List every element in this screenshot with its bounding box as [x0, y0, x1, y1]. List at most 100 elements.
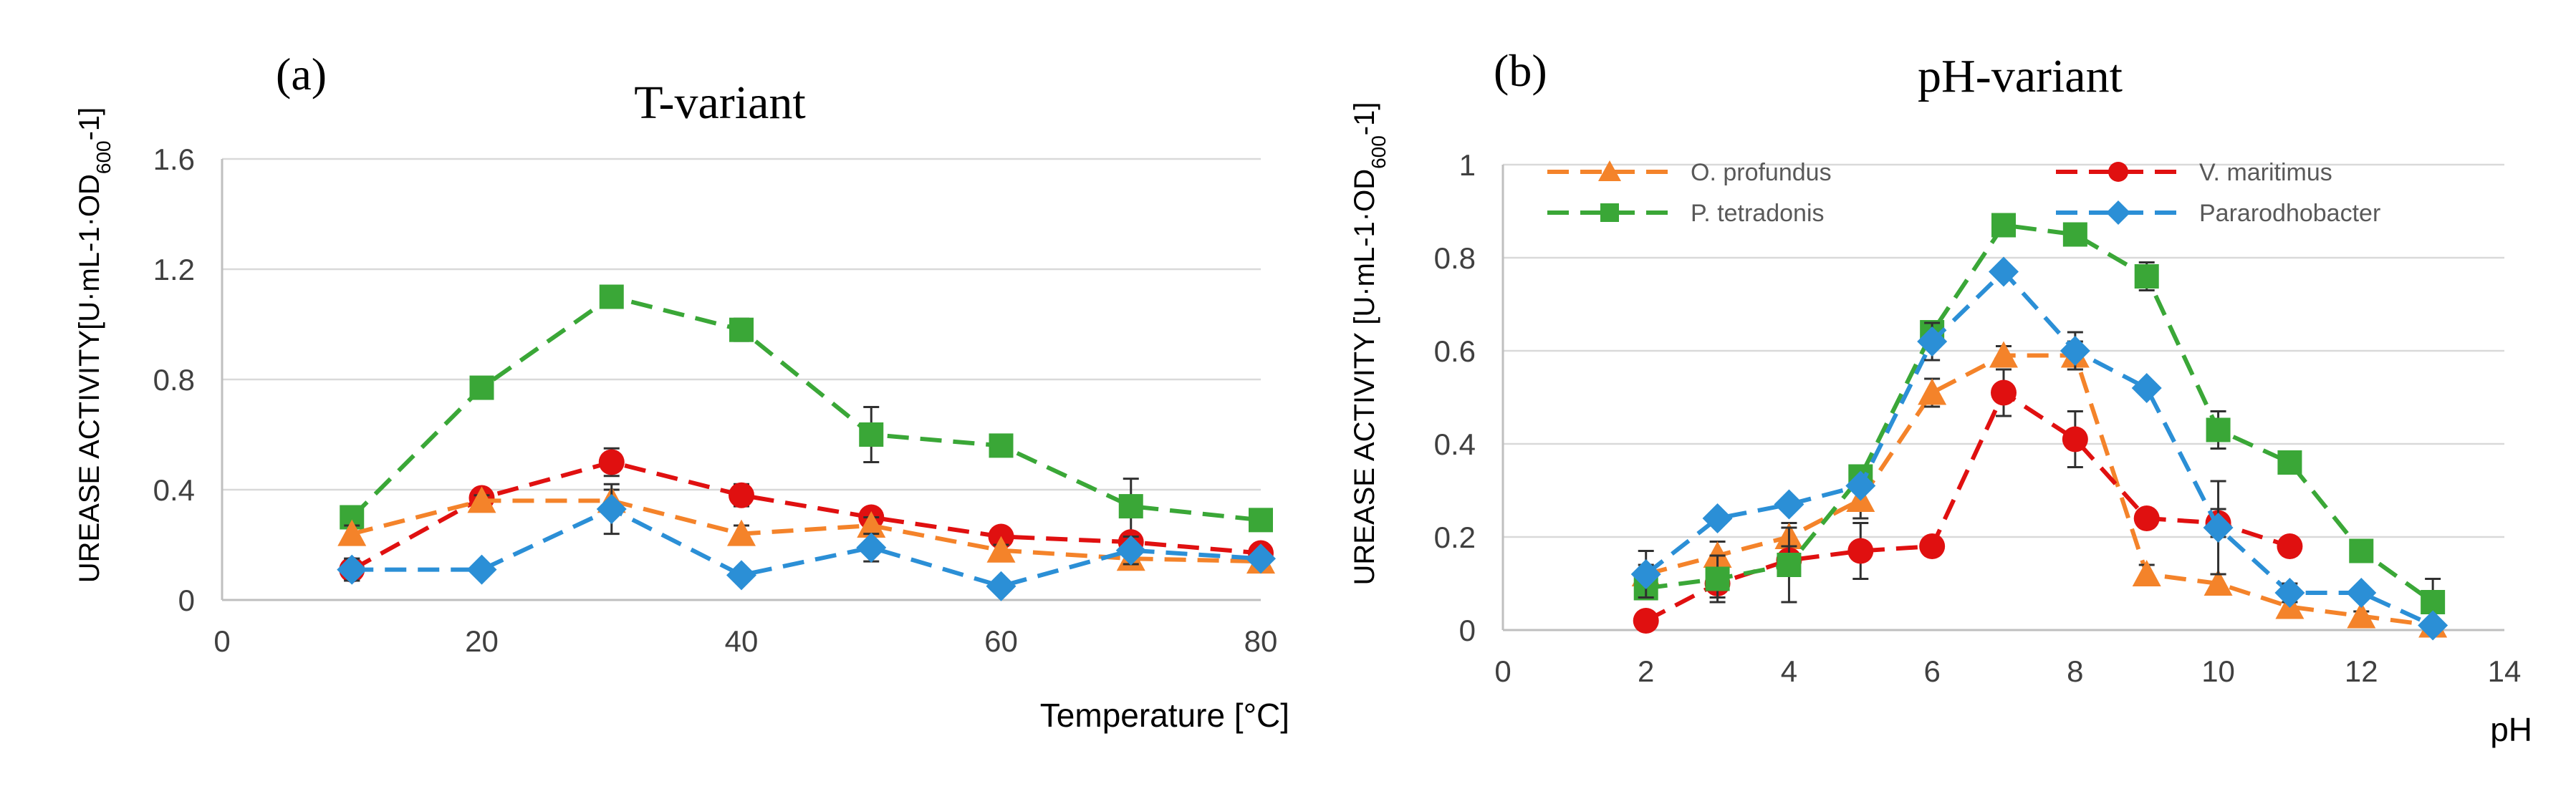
- series-pararodhobacter: [337, 483, 1276, 601]
- y-axis-label-b-sub: 600: [1368, 135, 1390, 169]
- data-point-square: [2349, 538, 2374, 563]
- x-tick-label: 40: [725, 624, 759, 658]
- data-point-circle: [598, 449, 625, 475]
- legend-item-pararodhobacter: Pararodhobacter: [2056, 200, 2380, 227]
- data-point-square: [599, 284, 624, 309]
- data-point-circle: [2062, 426, 2088, 452]
- data-point-square: [1118, 494, 1143, 519]
- legend-label: V. maritimus: [2199, 159, 2332, 186]
- series-v-maritimus: [1633, 368, 2303, 634]
- data-point-diamond: [1630, 559, 1661, 589]
- legend-item-o-profundus: O. profundus: [1547, 159, 1832, 186]
- x-tick-label: 0: [1494, 654, 1511, 688]
- data-point-circle: [729, 482, 754, 508]
- series-line: [1645, 353, 2433, 628]
- chart-title-a: T-variant: [634, 77, 805, 129]
- data-point-triangle: [1918, 378, 1947, 405]
- data-point-circle: [1919, 533, 1946, 559]
- legend-label: O. profundus: [1691, 159, 1832, 186]
- y-tick-label: 1.2: [153, 253, 195, 286]
- data-point-square: [2421, 590, 2446, 614]
- data-point-triangle: [2347, 601, 2376, 629]
- y-axis-label-b: UREASE ACTIVITY [U·mL-1·OD600-1]: [1349, 102, 1390, 586]
- data-point-triangle: [857, 511, 886, 538]
- data-point-square: [729, 317, 754, 342]
- y-axis-label-b-main: UREASE ACTIVITY [U·mL-1·OD: [1349, 169, 1380, 586]
- series-line: [352, 506, 1261, 589]
- data-point-square: [989, 433, 1014, 458]
- data-point-diamond: [2060, 336, 2090, 366]
- data-point-triangle: [1989, 341, 2018, 368]
- series-group-b: [1630, 213, 2448, 641]
- data-point-square: [1991, 213, 2016, 238]
- y-tick-labels-a: 0 0.4 0.8 1.2 1.6: [153, 142, 195, 617]
- series-p-tetradonis: [1633, 213, 2446, 626]
- data-point-diamond: [1115, 535, 1146, 566]
- y-tick-label: 0.8: [153, 363, 195, 397]
- data-point-square: [469, 375, 494, 400]
- series-line: [1644, 269, 2434, 628]
- data-point-diamond: [2106, 200, 2130, 225]
- legend-item-v-maritimus: V. maritimus: [2056, 159, 2332, 186]
- data-point-diamond: [1845, 470, 1876, 501]
- panel-temperature: (a) T-variant 0 0.4 0.8 1.2 1.6 0 20 40 60 80 Te…: [74, 49, 1289, 734]
- data-point-diamond: [2131, 373, 2162, 403]
- legend-b: O. profundus V. maritimus P. tetradonis Par…: [1547, 159, 2380, 227]
- data-point-circle: [1847, 538, 1874, 564]
- data-point-triangle: [1598, 160, 1621, 181]
- series-line: [1645, 390, 2291, 623]
- panel-label-a: (a): [276, 49, 327, 100]
- legend-item-p-tetradonis: P. tetradonis: [1547, 200, 1825, 227]
- x-tick-label: 0: [213, 624, 230, 658]
- data-point-square: [1600, 203, 1619, 222]
- data-point-diamond: [856, 532, 887, 563]
- series-line: [350, 294, 1261, 523]
- data-point-square: [859, 422, 884, 447]
- data-point-diamond: [2274, 578, 2305, 608]
- data-point-diamond: [1917, 326, 1948, 357]
- y-axis-label-a-sub: 600: [92, 140, 115, 174]
- data-point-square: [2206, 417, 2231, 442]
- data-point-diamond: [2346, 578, 2377, 608]
- x-tick-label: 4: [1781, 654, 1797, 688]
- y-tick-label: 0.8: [1434, 241, 1476, 275]
- panel-label-b: (b): [1494, 45, 1547, 96]
- series-group-a: [337, 284, 1276, 601]
- data-point-triangle: [727, 519, 756, 546]
- data-point-triangle: [467, 486, 496, 513]
- panel-ph: (b) pH-variant 0 0.2 0.4 0.6 0.8 1 0 2 4 6 8 10 12 1…: [1349, 45, 2532, 748]
- data-point-square: [1249, 508, 1273, 533]
- y-axis-label-a: UREASE ACTIVITY[U·mL-1·OD600-1]: [74, 107, 115, 584]
- legend-label: P. tetradonis: [1691, 200, 1825, 227]
- series-p-tetradonis: [340, 284, 1273, 536]
- series-pararodhobacter: [1630, 256, 2448, 641]
- x-tick-label: 12: [2345, 654, 2378, 688]
- data-point-diamond: [2203, 513, 2234, 543]
- data-point-diamond: [596, 493, 627, 524]
- data-point-diamond: [337, 554, 367, 585]
- y-tick-label: 0: [178, 584, 195, 617]
- data-point-circle: [1991, 379, 2017, 406]
- y-tick-label: 0.4: [153, 473, 195, 507]
- y-tick-label: 0.6: [1434, 334, 1476, 368]
- data-point-square: [2062, 222, 2087, 247]
- data-point-diamond: [1989, 256, 2019, 287]
- x-tick-label: 6: [1923, 654, 1940, 688]
- y-tick-label: 0: [1459, 614, 1476, 647]
- data-point-diamond: [1774, 489, 1804, 520]
- x-tick-label: 60: [984, 624, 1018, 658]
- x-tick-label: 2: [1638, 654, 1654, 688]
- x-tick-label: 8: [2067, 654, 2083, 688]
- data-point-circle: [2108, 162, 2128, 182]
- x-tick-labels-a: 0 20 40 60 80: [213, 624, 1277, 658]
- x-axis-label-b: pH: [2490, 711, 2532, 748]
- data-point-square: [1777, 553, 1802, 577]
- x-tick-label: 80: [1244, 624, 1278, 658]
- y-tick-label: 1.6: [153, 142, 195, 176]
- data-point-circle: [1633, 608, 1659, 634]
- data-point-diamond: [466, 554, 497, 585]
- x-tick-label: 14: [2488, 654, 2522, 688]
- data-point-triangle: [986, 536, 1016, 563]
- data-point-diamond: [726, 560, 756, 591]
